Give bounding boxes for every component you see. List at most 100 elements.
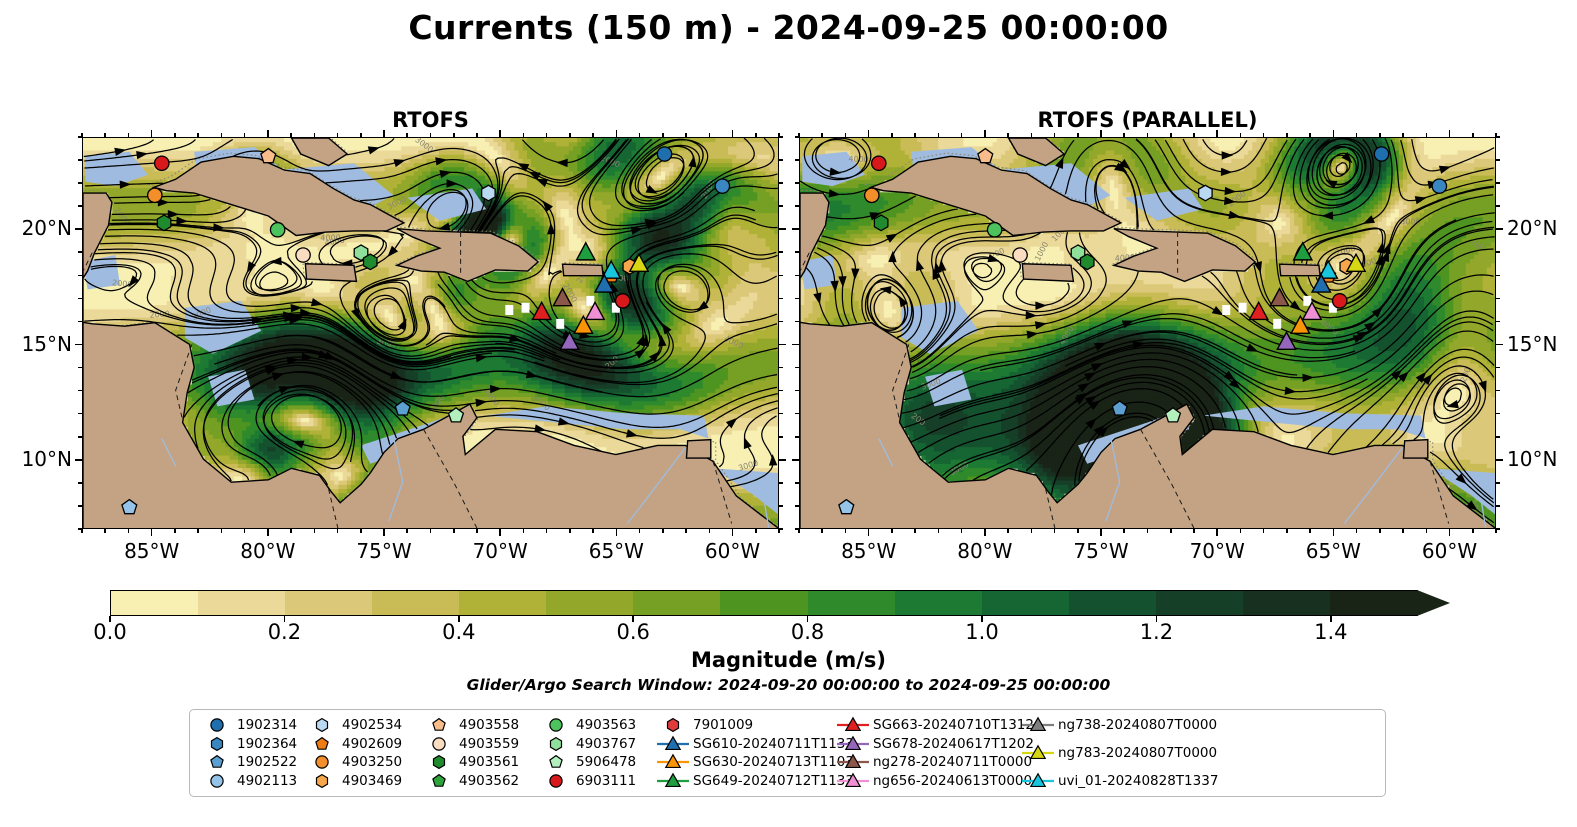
x-tick	[383, 130, 385, 137]
argo-marker[interactable]	[1373, 146, 1390, 162]
legend-item[interactable]: 6903111	[539, 772, 656, 790]
argo-marker[interactable]	[1164, 407, 1182, 423]
argo-marker[interactable]	[447, 407, 465, 423]
argo-marker[interactable]	[260, 147, 277, 164]
argo-marker[interactable]	[873, 214, 889, 232]
glider-marker[interactable]	[1248, 300, 1270, 321]
glider-marker[interactable]	[1301, 300, 1323, 321]
legend-item[interactable]: ng278-20240711T0000	[836, 753, 1032, 771]
glider-marker[interactable]	[1269, 287, 1290, 307]
legend-item[interactable]: 4903469	[305, 772, 422, 790]
argo-marker[interactable]	[838, 498, 855, 515]
legend-item[interactable]: 4903561	[422, 753, 539, 771]
glider-marker[interactable]	[1290, 314, 1311, 334]
glider-marker[interactable]	[1317, 259, 1339, 279]
legend-box[interactable]: 1902314 1902364 1902522 4902113 4902534 49026…	[189, 709, 1386, 797]
argo-marker[interactable]	[481, 184, 496, 202]
argo-marker[interactable]	[1079, 253, 1095, 271]
glider-marker[interactable]	[552, 287, 573, 307]
glider-marker[interactable]	[584, 300, 606, 321]
legend-item[interactable]: 4903767	[539, 735, 656, 753]
argo-marker[interactable]	[614, 293, 631, 309]
x-tick	[731, 130, 734, 137]
argo-legend-marker-icon	[305, 735, 339, 753]
glider-marker[interactable]	[1276, 330, 1297, 351]
glider-marker[interactable]	[575, 241, 597, 261]
argo-marker[interactable]	[1198, 184, 1213, 202]
glider-marker[interactable]	[559, 330, 580, 351]
argo-marker[interactable]	[870, 155, 887, 172]
x-tick	[708, 133, 711, 137]
legend-item[interactable]: 7901009	[656, 716, 836, 734]
x-tick	[662, 133, 664, 137]
legend-item[interactable]: ng656-20240613T0000	[836, 772, 1032, 790]
legend-item[interactable]: SG649-20240712T1133	[656, 772, 854, 790]
glider-legend-marker-icon	[836, 753, 870, 771]
argo-marker[interactable]	[269, 221, 286, 238]
y-axis-label: 20°N	[1507, 216, 1577, 240]
argo-marker[interactable]	[1012, 247, 1028, 263]
legend-item[interactable]: 1902522	[200, 753, 305, 771]
colorbar-segment-6	[633, 591, 721, 615]
argo-marker[interactable]	[153, 155, 170, 172]
glider-marker[interactable]	[1310, 273, 1332, 293]
legend-item[interactable]: SG678-20240617T1202	[836, 735, 1034, 753]
legend-item[interactable]: 4903558	[422, 716, 539, 734]
legend-item[interactable]: SG610-20240711T1133	[656, 735, 854, 753]
x-tick	[592, 529, 594, 533]
legend-item[interactable]: 5906478	[539, 753, 656, 771]
legend-item[interactable]: uvi_01-20240828T1337	[1021, 772, 1218, 790]
glider-marker[interactable]	[573, 314, 594, 334]
y-tick	[1496, 182, 1500, 184]
y-tick	[78, 482, 82, 484]
colorbar-tick	[1155, 616, 1158, 622]
legend-item[interactable]: 4903562	[422, 772, 539, 790]
x-tick	[1286, 133, 1288, 137]
argo-marker[interactable]	[1431, 178, 1448, 194]
legend-item[interactable]: ng783-20240807T0000	[1021, 744, 1217, 762]
map-panel-rtofs-parallel[interactable]: 2000400040002000300020001000200200200030…	[799, 137, 1496, 529]
argo-marker[interactable]	[295, 247, 311, 263]
legend-item[interactable]: 1902364	[200, 735, 305, 753]
argo-marker[interactable]	[121, 498, 138, 515]
argo-marker[interactable]	[1070, 244, 1086, 262]
colorbar-tick	[981, 616, 983, 622]
legend-item[interactable]: 4902534	[305, 716, 422, 734]
glider-marker[interactable]	[600, 259, 622, 279]
map-panel-rtofs[interactable]: 2000 3000 3000 4000 3000 4000 2000 4000 4000 3000…	[82, 137, 779, 529]
y-tick	[78, 297, 82, 300]
legend-item[interactable]: 4903559	[422, 735, 539, 753]
argo-legend-marker-icon	[539, 735, 573, 753]
glider-legend-marker-icon	[836, 735, 870, 753]
argo-marker[interactable]	[977, 147, 994, 164]
glider-marker[interactable]	[1292, 241, 1314, 261]
colorbar-segment-12	[1155, 591, 1243, 615]
legend-item[interactable]: 4903563	[539, 716, 656, 734]
argo-marker[interactable]	[1331, 293, 1348, 309]
argo-marker[interactable]	[362, 253, 378, 271]
legend-item[interactable]: SG663-20240710T1312	[836, 716, 1034, 734]
glider-marker[interactable]	[1345, 252, 1367, 273]
argo-marker[interactable]	[986, 221, 1003, 238]
argo-marker[interactable]	[146, 187, 163, 204]
glider-marker[interactable]	[593, 273, 615, 293]
legend-item[interactable]: 4903250	[305, 753, 422, 771]
argo-marker[interactable]	[353, 244, 369, 262]
glider-legend-marker-icon	[656, 735, 690, 753]
glider-marker[interactable]	[531, 300, 553, 321]
legend-item[interactable]: SG630-20240713T1103	[656, 753, 854, 771]
argo-marker[interactable]	[1111, 400, 1128, 416]
argo-marker[interactable]	[394, 400, 411, 416]
argo-legend-marker-icon	[422, 753, 456, 771]
legend-item[interactable]: 1902314	[200, 716, 305, 734]
colorbar-segment-8	[807, 591, 895, 615]
argo-marker[interactable]	[863, 187, 880, 204]
argo-marker[interactable]	[156, 214, 172, 232]
glider-marker[interactable]	[628, 252, 650, 273]
legend-item[interactable]: ng738-20240807T0000	[1021, 716, 1217, 734]
legend-item[interactable]: 4902113	[200, 772, 305, 790]
argo-marker[interactable]	[656, 146, 673, 162]
legend-item[interactable]: 4902609	[305, 735, 422, 753]
y-tick	[75, 343, 82, 346]
argo-marker[interactable]	[714, 178, 731, 194]
